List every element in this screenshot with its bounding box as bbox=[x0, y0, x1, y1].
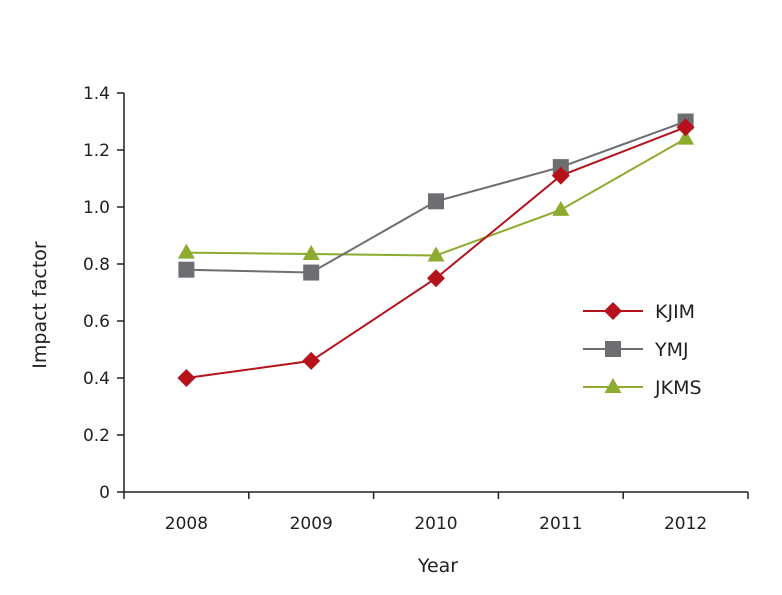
legend-label: JKMS bbox=[654, 377, 702, 399]
y-tick-label: 1.2 bbox=[83, 141, 110, 161]
y-axis: 0 0.2 0.4 0.6 0.8 1.0 1.2 1.4 bbox=[83, 84, 125, 503]
series-jkms bbox=[177, 129, 695, 262]
x-axis-title: Year bbox=[417, 555, 458, 577]
x-tick-label: 2009 bbox=[290, 514, 333, 534]
y-tick-label: 1.4 bbox=[83, 84, 110, 104]
plot-series bbox=[177, 113, 695, 387]
data-point-triangle bbox=[552, 200, 570, 216]
x-ticks: 2008 2009 2010 2011 2012 bbox=[123, 492, 749, 534]
legend-label: KJIM bbox=[655, 301, 695, 323]
legend-swatch-diamond bbox=[604, 302, 622, 320]
y-ticks: 0 0.2 0.4 0.6 0.8 1.0 1.2 1.4 bbox=[83, 84, 124, 503]
data-point-diamond bbox=[302, 351, 321, 370]
y-tick-label: 0 bbox=[99, 483, 110, 503]
legend-item: YMJ bbox=[583, 339, 689, 361]
data-point-square bbox=[178, 261, 195, 278]
data-point-triangle bbox=[427, 246, 445, 262]
x-tick-label: 2012 bbox=[664, 514, 707, 534]
data-point-diamond bbox=[427, 269, 445, 288]
data-point-square bbox=[428, 193, 444, 210]
data-point-triangle bbox=[177, 243, 195, 259]
legend-item: JKMS bbox=[583, 377, 702, 399]
x-tick-label: 2011 bbox=[539, 514, 582, 534]
x-tick-label: 2010 bbox=[414, 514, 457, 534]
x-axis: 2008 2009 2010 2011 2012 bbox=[123, 491, 749, 534]
data-point-triangle bbox=[677, 129, 695, 145]
legend-swatch-square bbox=[605, 341, 621, 357]
x-tick-label: 2008 bbox=[165, 514, 208, 534]
data-point-diamond bbox=[676, 118, 695, 137]
y-tick-label: 0.4 bbox=[83, 369, 110, 389]
data-point-diamond bbox=[551, 166, 570, 185]
legend-label: YMJ bbox=[654, 339, 689, 361]
legend: KJIM YMJ JKMS bbox=[583, 301, 702, 399]
y-axis-title: Impact factor bbox=[29, 241, 51, 369]
y-tick-label: 0.2 bbox=[83, 426, 110, 446]
legend-item: KJIM bbox=[583, 301, 695, 323]
y-tick-label: 0.8 bbox=[83, 255, 110, 275]
data-point-diamond bbox=[177, 369, 196, 387]
series-kjim bbox=[177, 118, 695, 387]
data-point-square bbox=[303, 264, 320, 281]
y-tick-label: 1.0 bbox=[83, 198, 110, 218]
legend-swatch-triangle bbox=[604, 378, 622, 393]
y-tick-label: 0.6 bbox=[83, 312, 110, 332]
data-point-triangle bbox=[302, 245, 320, 261]
